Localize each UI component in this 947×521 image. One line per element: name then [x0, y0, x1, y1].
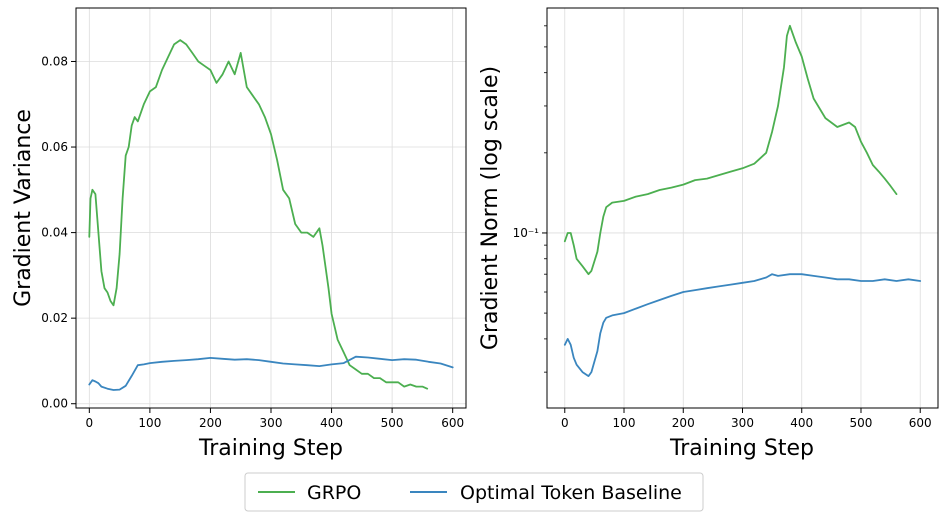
- legend-grpo-label: GRPO: [307, 482, 361, 504]
- x-tick-label: 400: [790, 416, 813, 430]
- x-tick-label: 200: [199, 416, 222, 430]
- x-tick-label: 200: [672, 416, 695, 430]
- x-axis-label: Training Step: [669, 436, 814, 461]
- x-tick-label: 400: [320, 416, 343, 430]
- x-axis-ticks: 0 100 200 300 400 500 600: [561, 408, 932, 430]
- y-tick-label: 0.02: [41, 311, 68, 325]
- x-axis-label: Training Step: [198, 436, 343, 461]
- x-tick-label: 300: [260, 416, 283, 430]
- optimal-token-baseline-series-line: [563, 273, 922, 378]
- x-tick-label: 0: [86, 416, 94, 430]
- x-tick-label: 600: [441, 416, 464, 430]
- y-tick-label: 0.06: [41, 140, 68, 154]
- x-tick-label: 0: [561, 416, 569, 430]
- optimal-token-baseline-series-line: [88, 355, 454, 391]
- grpo-series-line: [563, 24, 898, 276]
- gradient-norm-chart: 0 100 200 300 400 500 600 10⁻¹ Training Step G…: [478, 7, 939, 461]
- legend-otb-label: Optimal Token Baseline: [460, 482, 682, 504]
- x-tick-label: 300: [731, 416, 754, 430]
- y-axis-ticks: 10⁻¹: [513, 25, 547, 373]
- y-axis-label: Gradient Norm (log scale): [478, 66, 503, 350]
- grpo-series-line: [88, 39, 429, 390]
- gradient-variance-chart: 0 100 200 300 400 500 600 0.00 0.02 0.04 0.06 0.08…: [11, 7, 467, 461]
- x-tick-label: 500: [850, 416, 873, 430]
- y-tick-label: 10⁻¹: [513, 226, 540, 240]
- series-group: [563, 24, 922, 378]
- x-tick-label: 100: [613, 416, 636, 430]
- x-axis-ticks: 0 100 200 300 400 500 600: [86, 408, 464, 430]
- series-group: [88, 39, 454, 391]
- legend: GRPO Optimal Token Baseline: [244, 472, 704, 512]
- y-tick-label: 0.04: [41, 226, 68, 240]
- y-axis-ticks: 0.00 0.02 0.04 0.06 0.08: [41, 54, 76, 411]
- grid-lines: [76, 8, 466, 408]
- x-tick-label: 600: [909, 416, 932, 430]
- x-tick-label: 100: [138, 416, 161, 430]
- y-tick-label: 0.00: [41, 397, 68, 411]
- y-tick-label: 0.08: [41, 54, 68, 68]
- y-axis-label: Gradient Variance: [11, 109, 36, 307]
- grid-lines: [547, 8, 938, 408]
- legend-box: [244, 472, 704, 512]
- x-tick-label: 500: [381, 416, 404, 430]
